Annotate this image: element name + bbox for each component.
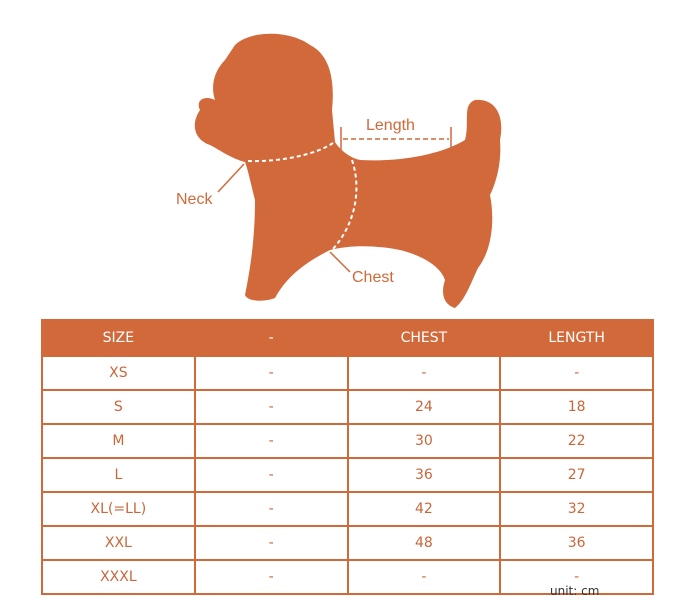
table-cell: -: [193, 559, 349, 595]
table-cell: -: [193, 355, 349, 391]
table-cell: XS: [41, 355, 196, 391]
table-cell: XL(=LL): [41, 491, 196, 527]
size-chart-table: SIZE - CHEST LENGTH XS - - - S -24 18 M -30 22 L -36 27…: [41, 319, 654, 595]
table-cell: S: [41, 389, 196, 425]
table-cell: -: [193, 457, 349, 493]
table-cell: 42: [346, 491, 502, 527]
table-cell: -: [346, 559, 502, 595]
table-cell: -: [193, 389, 349, 425]
column-header: LENGTH: [499, 319, 654, 357]
table-cell: 27: [499, 457, 654, 493]
unit-note: unit: cm: [550, 584, 600, 598]
measurement-lines: [247, 142, 358, 251]
table-cell: 24: [346, 389, 502, 425]
table-row: M -30 22: [41, 423, 654, 459]
table-cell: -: [193, 525, 349, 561]
table-cell: 48: [346, 525, 502, 561]
table-row: S -24 18: [41, 389, 654, 425]
table-cell: XXL: [41, 525, 196, 561]
table-cell: 18: [499, 389, 654, 425]
dog-measurement-diagram: Length Neck Chest: [176, 33, 502, 308]
table-cell: XXXL: [41, 559, 196, 595]
table-cell: -: [193, 423, 349, 459]
table-row: L -36 27: [41, 457, 654, 493]
chest-label: Chest: [352, 269, 394, 286]
table-row: XL(=LL) -42 32: [41, 491, 654, 527]
table-cell: 22: [499, 423, 654, 459]
length-guide: [217, 127, 452, 273]
table-row: XS - - -: [41, 355, 654, 391]
table-cell: L: [41, 457, 196, 493]
dog-silhouette: [194, 33, 502, 308]
table-cell: 36: [499, 525, 654, 561]
table-header-row: SIZE - CHEST LENGTH: [41, 319, 654, 357]
table-cell: M: [41, 423, 196, 459]
table-cell: 36: [346, 457, 502, 493]
table-cell: -: [499, 559, 654, 595]
table-cell: 30: [346, 423, 502, 459]
length-label: Length: [366, 117, 415, 134]
table-cell: 32: [499, 491, 654, 527]
table-row: XXL -48 36: [41, 525, 654, 561]
column-header: CHEST: [346, 319, 502, 357]
table-cell: -: [193, 491, 349, 527]
neck-label: Neck: [176, 191, 213, 208]
column-header: -: [193, 319, 349, 357]
column-header: SIZE: [41, 319, 196, 357]
table-row: XXXL - - -: [41, 559, 654, 595]
table-cell: -: [499, 355, 654, 391]
table-cell: -: [346, 355, 502, 391]
